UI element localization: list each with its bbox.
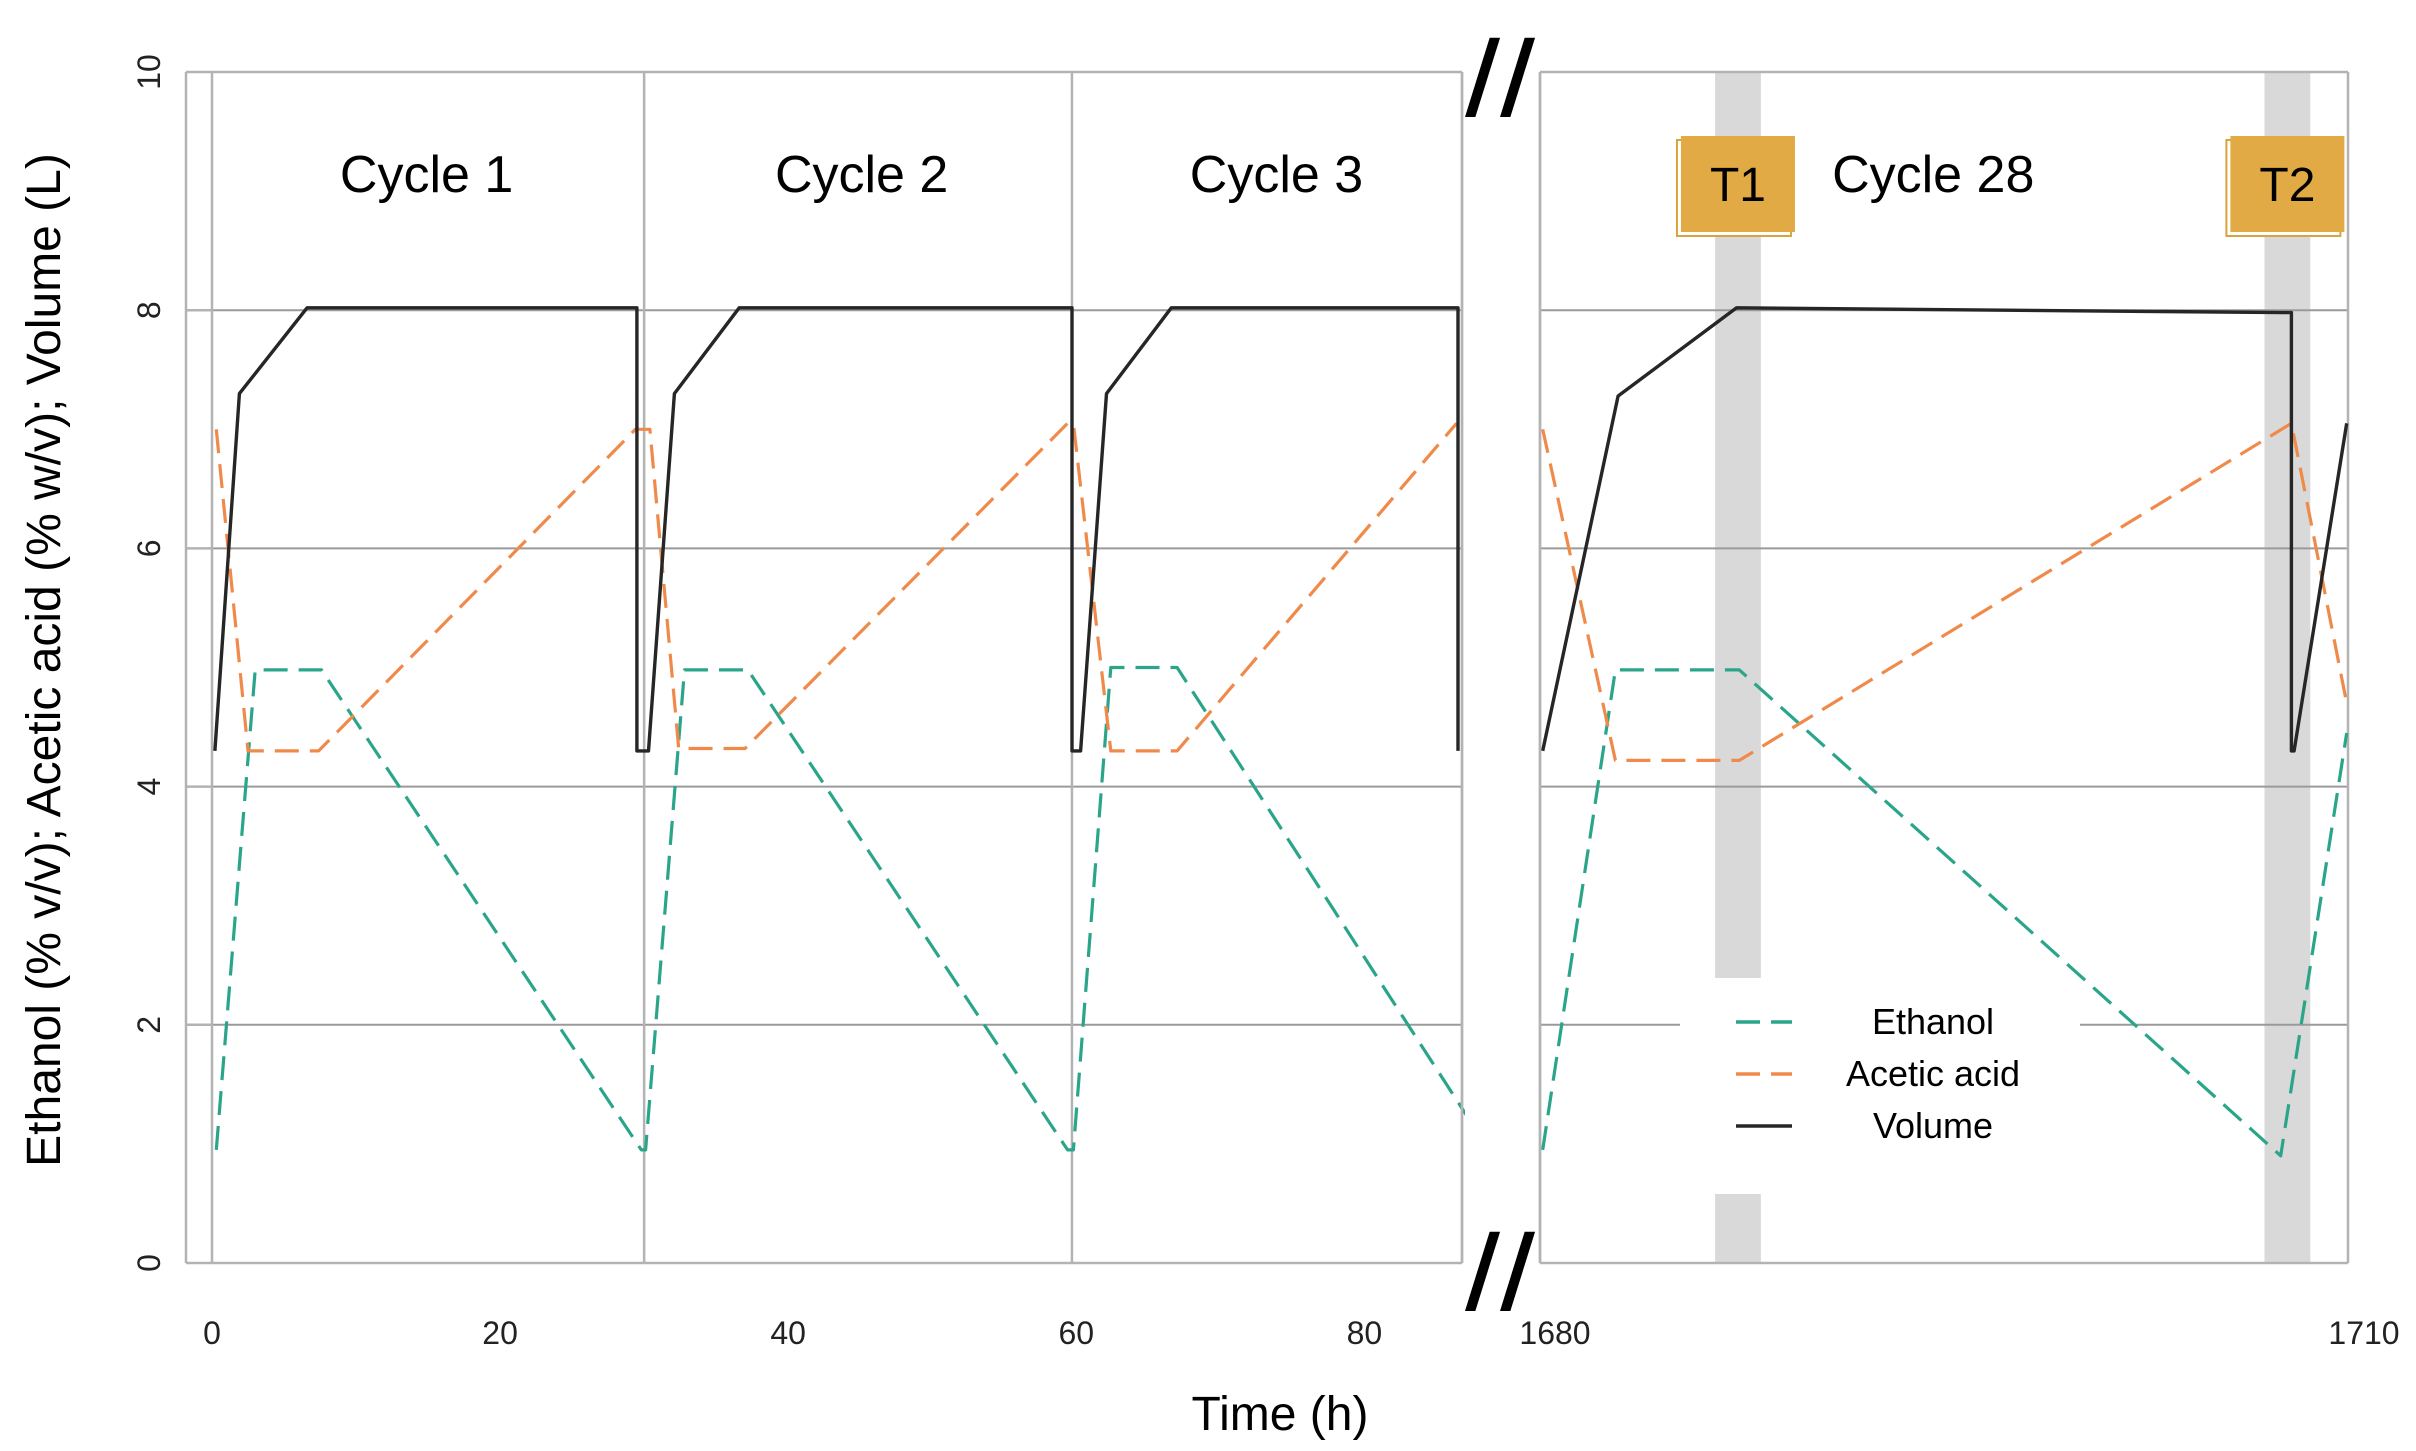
sampling-label-t1: T1: [1710, 159, 1766, 212]
legend-label-acetic-acid: Acetic acid: [1846, 1053, 2020, 1094]
grid-layer: [212, 309, 2348, 1026]
legend-background: [1680, 978, 2080, 1194]
cycle-label-cycle-28: Cycle 28: [1832, 146, 2034, 204]
legend: Ethanol Acetic acid Volume: [1680, 978, 2080, 1194]
sampling-box-t1: [1680, 136, 1795, 232]
axis-break-gap: [1465, 20, 1537, 1250]
sampling-box-t2: [2230, 136, 2345, 232]
x-tick-label-left-20: 20: [482, 1315, 518, 1351]
x-tick-label-left-40: 40: [770, 1315, 806, 1351]
y-tick-label-2: 2: [131, 1016, 167, 1034]
series-volume-right-2: [1541, 306, 2349, 753]
y-tick-label-4: 4: [131, 778, 167, 796]
x-tick-label-left-0: 0: [203, 1315, 221, 1351]
series-acetic-acid-right-2: [1541, 421, 2349, 763]
sampling-window-t2: [2264, 72, 2311, 1263]
y-tick-label-6: 6: [131, 540, 167, 558]
axis-break-mark-bottom: //: [1465, 1213, 1536, 1325]
y-tick-label-10: 10: [131, 54, 167, 90]
series-volume-left-1: [213, 306, 1460, 753]
sampling-label-t2: T2: [2259, 159, 2315, 212]
series-ethanol-right-2: [1541, 668, 2349, 1158]
cycle-label-cycle-3: Cycle 3: [1190, 146, 1363, 204]
x-tick-label-left-80: 80: [1347, 1315, 1383, 1351]
cycle-label-cycle-2: Cycle 2: [775, 146, 948, 204]
y-axis-title: Ethanol (% v/v); Acetic acid (% w/v); Vo…: [18, 153, 71, 1167]
y-tick-label-8: 8: [131, 301, 167, 319]
series-layer: [213, 306, 2349, 1158]
legend-label-ethanol: Ethanol: [1872, 1001, 1994, 1042]
x-tick-label-right-1680: 1680: [1519, 1315, 1590, 1351]
legend-label-volume: Volume: [1873, 1105, 1993, 1146]
text-layer: Cycle 1 Cycle 2 Cycle 3 Cycle 28 0 2 4 6 8 10 0 20 4…: [18, 54, 2400, 1441]
x-tick-label-right-1710: 1710: [2328, 1315, 2399, 1351]
series-acetic-acid-left-1: [214, 421, 1458, 753]
axis-break-mark-top: //: [1465, 19, 1536, 131]
series-ethanol-left-1: [214, 665, 1493, 1155]
x-tick-label-left-60: 60: [1058, 1315, 1094, 1351]
y-tick-label-0: 0: [131, 1254, 167, 1272]
x-axis-title: Time (h): [1192, 1388, 1369, 1441]
cycle-label-cycle-1: Cycle 1: [340, 146, 513, 204]
annotation-layer: // // T1 T2: [1460, 19, 2345, 1325]
